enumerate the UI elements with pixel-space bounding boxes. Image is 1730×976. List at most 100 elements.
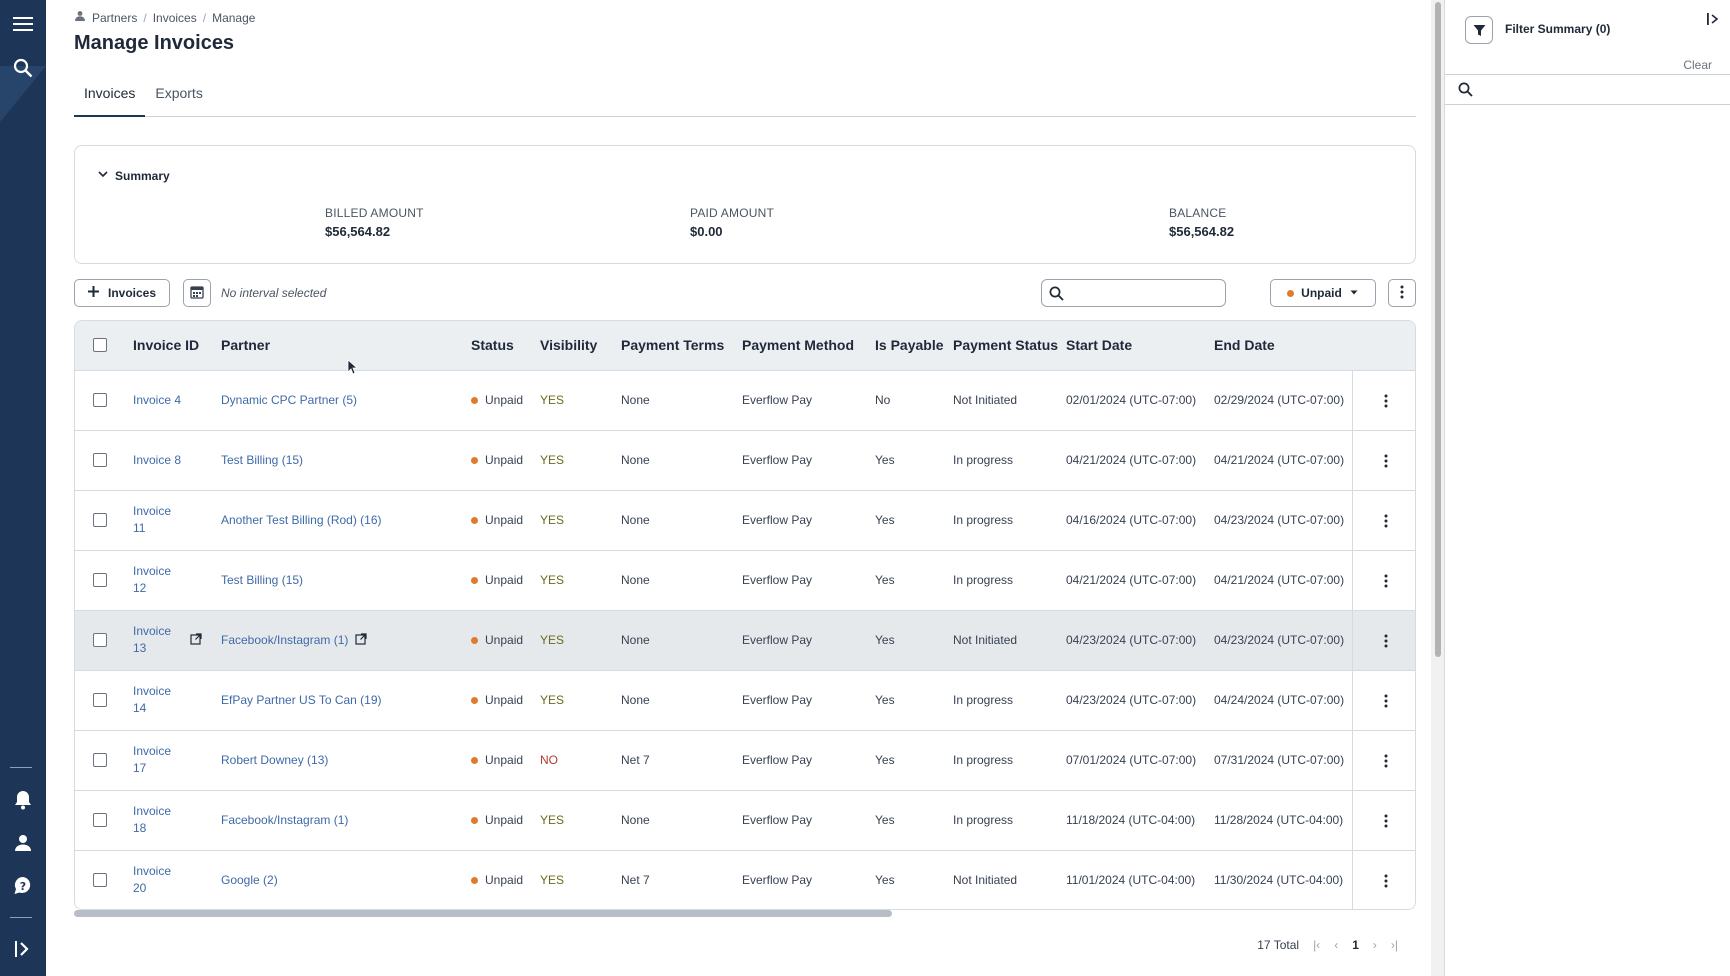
search-icon (1049, 286, 1064, 306)
row-checkbox[interactable] (93, 453, 107, 467)
col-status[interactable]: Status (471, 337, 514, 353)
row-actions-button[interactable] (1379, 871, 1393, 891)
row-actions-button[interactable] (1379, 631, 1393, 651)
partner-link[interactable]: Facebook/Instagram (1) (221, 633, 349, 647)
invoice-id-link[interactable]: Invoice 14 (133, 684, 172, 715)
open-external-icon[interactable] (190, 632, 202, 650)
row-actions-button[interactable] (1379, 451, 1393, 471)
payment-terms-cell: None (621, 633, 650, 647)
open-external-icon[interactable] (355, 632, 367, 650)
invoice-id-link[interactable]: Invoice 8 (133, 453, 182, 467)
more-options-button[interactable] (1388, 279, 1416, 307)
table-row[interactable]: Invoice 17 Robert Downey (13) Unpaid NO Net … (75, 731, 1415, 791)
partner-link[interactable]: Dynamic CPC Partner (5) (221, 393, 358, 407)
breadcrumb-invoices[interactable]: Invoices (152, 10, 197, 25)
user-icon[interactable] (0, 823, 46, 863)
table-row[interactable]: Invoice 14 EfPay Partner US To Can (19) Un… (75, 671, 1415, 731)
row-checkbox[interactable] (93, 813, 107, 827)
status-filter-dropdown[interactable]: Unpaid (1270, 279, 1376, 307)
partner-link[interactable]: Robert Downey (13) (221, 753, 329, 767)
invoice-id-link[interactable]: Invoice 17 (133, 744, 172, 775)
row-actions-button[interactable] (1379, 691, 1393, 711)
col-payment-terms[interactable]: Payment Terms (621, 337, 725, 353)
status-cell: Unpaid (471, 693, 523, 707)
search-icon[interactable] (0, 48, 46, 88)
table-search[interactable] (1041, 279, 1226, 307)
col-is-payable[interactable]: Is Payable (875, 337, 944, 353)
add-invoices-button[interactable]: Invoices (74, 279, 170, 307)
partner-link[interactable]: Test Billing (15) (221, 573, 304, 587)
tab-invoices[interactable]: Invoices (74, 80, 146, 117)
partner-link[interactable]: Another Test Billing (Rod) (16) (221, 513, 382, 527)
first-page-icon[interactable]: |‹ (1313, 938, 1321, 952)
row-checkbox[interactable] (93, 753, 107, 767)
kebab-icon (1384, 754, 1388, 768)
invoice-id-link[interactable]: Invoice 11 (133, 504, 172, 535)
visibility-cell: YES (540, 813, 565, 827)
row-actions-button[interactable] (1379, 511, 1393, 531)
filter-button[interactable] (1465, 16, 1493, 44)
col-payment-method[interactable]: Payment Method (742, 337, 855, 353)
summary-toggle[interactable]: Summary (97, 168, 170, 183)
table-row[interactable]: Invoice 8 Test Billing (15) Unpaid YES None E… (75, 431, 1415, 491)
menu-icon[interactable] (0, 4, 46, 44)
table-row[interactable]: Invoice 18 Facebook/Instagram (1) Unpaid YE… (75, 791, 1415, 851)
end-date-cell: 04/21/2024 (UTC-07:00) (1214, 453, 1345, 467)
row-actions-button[interactable] (1379, 751, 1393, 771)
row-checkbox[interactable] (93, 693, 107, 707)
col-invoice-id[interactable]: Invoice ID (133, 337, 200, 353)
help-icon[interactable]: ? (0, 866, 46, 906)
invoice-id-link[interactable]: Invoice 4 (133, 393, 182, 407)
col-start-date[interactable]: Start Date (1066, 337, 1133, 353)
tab-exports[interactable]: Exports (155, 85, 203, 101)
invoice-id-link[interactable]: Invoice 12 (133, 564, 172, 595)
prev-page-icon[interactable]: ‹ (1334, 938, 1339, 952)
horizontal-scrollbar[interactable] (74, 910, 892, 917)
breadcrumb-partners[interactable]: Partners (92, 10, 138, 25)
visibility-cell: YES (540, 393, 565, 407)
partner-link[interactable]: Test Billing (15) (221, 453, 304, 467)
row-actions-button[interactable] (1379, 391, 1393, 411)
actions-column-divider (1352, 371, 1353, 909)
partner-link[interactable]: Google (2) (221, 873, 278, 887)
main-content: Partners / Invoices / Manage Manage Invo… (46, 0, 1444, 976)
table-row[interactable]: Invoice 13 Facebook/Instagram (1) Unpaid YE… (75, 611, 1415, 671)
expand-rail-icon[interactable] (0, 929, 46, 969)
row-checkbox[interactable] (93, 633, 107, 647)
filter-search[interactable] (1445, 74, 1730, 105)
table-row[interactable]: Invoice 11 Another Test Billing (Rod) (16… (75, 491, 1415, 551)
summary-heading: Summary (115, 168, 170, 183)
table-row[interactable]: Invoice 12 Test Billing (15) Unpaid YES None… (75, 551, 1415, 611)
current-page[interactable]: 1 (1352, 938, 1359, 952)
collapse-panel-icon[interactable] (1704, 10, 1722, 28)
select-all-checkbox[interactable] (93, 338, 107, 352)
filter-search-input[interactable] (1479, 81, 1719, 99)
visibility-cell: YES (540, 513, 565, 527)
clear-filters-button[interactable]: Clear (1683, 58, 1712, 72)
date-interval-button[interactable] (183, 279, 211, 307)
row-actions-button[interactable] (1379, 571, 1393, 591)
search-input[interactable] (1070, 284, 1220, 302)
row-checkbox[interactable] (93, 393, 107, 407)
invoice-id-link[interactable]: Invoice 18 (133, 804, 172, 835)
partner-link[interactable]: Facebook/Instagram (1) (221, 813, 349, 827)
bell-icon[interactable] (0, 780, 46, 820)
table-row[interactable]: Invoice 20 Google (2) Unpaid YES Net 7 Everfl… (75, 851, 1415, 909)
partner-link[interactable]: EfPay Partner US To Can (19) (221, 693, 382, 707)
next-page-icon[interactable]: › (1372, 938, 1377, 952)
table-row[interactable]: Invoice 4 Dynamic CPC Partner (5) Unpaid YE… (75, 371, 1415, 431)
plus-icon (87, 286, 99, 300)
last-page-icon[interactable]: ›| (1390, 938, 1398, 952)
col-visibility[interactable]: Visibility (540, 337, 598, 353)
invoice-id-link[interactable]: Invoice 20 (133, 864, 172, 895)
col-partner[interactable]: Partner (221, 337, 271, 353)
col-payment-status[interactable]: Payment Status (953, 337, 1059, 353)
row-checkbox[interactable] (93, 513, 107, 527)
row-actions-button[interactable] (1379, 811, 1393, 831)
col-end-date[interactable]: End Date (1214, 337, 1275, 353)
is-payable-cell: Yes (875, 813, 895, 827)
invoice-id-link[interactable]: Invoice 13 (133, 624, 172, 655)
row-checkbox[interactable] (93, 873, 107, 887)
page-scrollbar-thumb[interactable] (1435, 2, 1441, 657)
row-checkbox[interactable] (93, 573, 107, 587)
